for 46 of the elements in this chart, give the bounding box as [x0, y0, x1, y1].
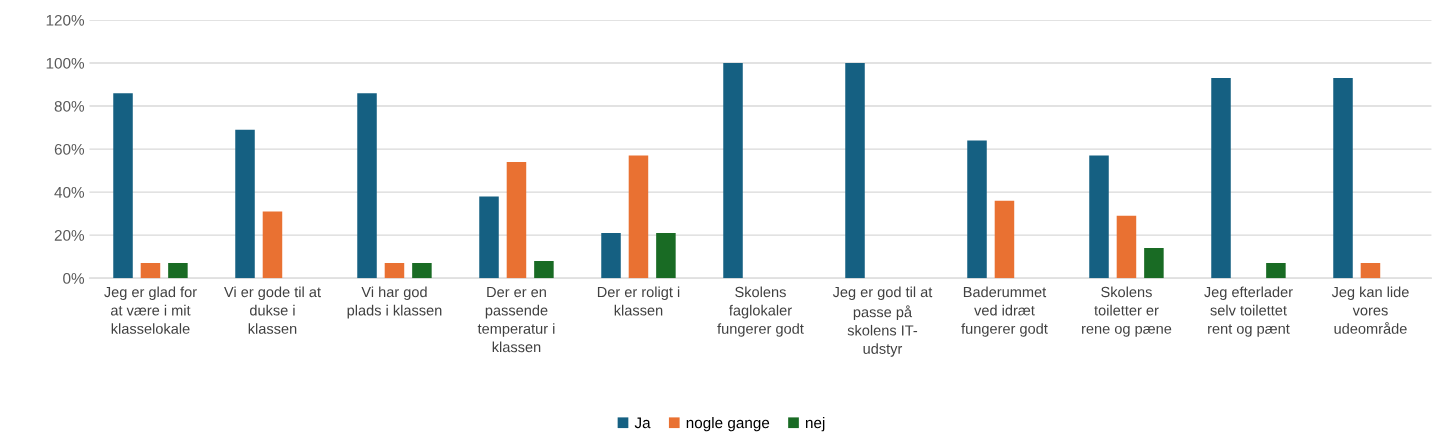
x-tick-label: Vi er gode til at dukse i klassen [224, 286, 321, 334]
y-tick-label: 80% [54, 100, 85, 112]
legend-label: nej [805, 417, 825, 432]
bar [628, 155, 649, 279]
bar [479, 196, 499, 279]
bar [534, 260, 554, 279]
y-tick-label: 60% [54, 143, 85, 155]
x-tick-label: Der er roligt i klassen [597, 286, 680, 316]
bar [262, 211, 283, 279]
bar [723, 63, 743, 279]
bar [845, 63, 865, 279]
legend-label: nogle gange [686, 417, 770, 432]
bar [1266, 263, 1286, 279]
bar [1333, 78, 1353, 279]
y-tick-label: 100% [46, 57, 85, 69]
bar [140, 263, 161, 279]
bar [1116, 215, 1137, 279]
bar [1360, 263, 1381, 279]
bar [1089, 155, 1109, 279]
bar [168, 263, 188, 279]
legend-label: Ja [634, 417, 651, 429]
y-tick-label: 0% [63, 272, 85, 284]
x-tick-label: Der er en passende temperatur i klassen [477, 286, 555, 353]
x-tick-label: Jeg efterlader selv toilettet rent og pænt [1204, 286, 1293, 337]
x-tick-label: Baderummet ved idræt fungerer godt [961, 286, 1048, 337]
bar [506, 161, 527, 279]
x-tick-label: Jeg er glad for at være i mit klasselokale [104, 286, 197, 334]
bar [994, 200, 1015, 279]
bar [1144, 248, 1164, 279]
x-tick-label: Skolens toiletter er rene og pæne [1082, 286, 1172, 337]
bar [967, 140, 987, 279]
bar [656, 232, 676, 279]
bar [1211, 78, 1231, 279]
y-tick-label: 120% [46, 14, 85, 26]
y-tick-label: 40% [54, 186, 85, 198]
bar [235, 129, 255, 279]
bar [384, 263, 405, 279]
x-tick-label: Skolens faglokaler fungerer godt [717, 286, 804, 337]
bar [601, 232, 621, 279]
x-tick-label: Vi har god plads i klassen [347, 286, 442, 319]
bar [357, 93, 377, 279]
x-tick-label: Jeg er god til at passe på skolens IT- udstyr [832, 286, 933, 357]
bar [412, 263, 432, 279]
x-tick-label: Jeg kan lide vores udeområde [1331, 286, 1409, 334]
bar [113, 93, 133, 279]
y-tick-label: 20% [54, 229, 85, 241]
